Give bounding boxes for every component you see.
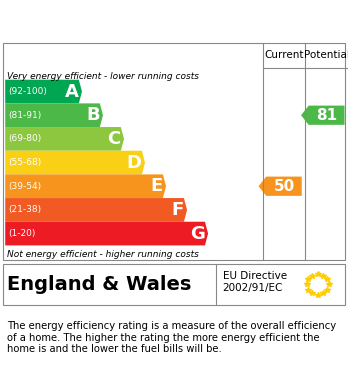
Polygon shape <box>5 80 82 103</box>
Text: B: B <box>86 106 100 124</box>
Text: (1-20): (1-20) <box>9 229 36 238</box>
Text: Potential: Potential <box>304 50 348 61</box>
Polygon shape <box>5 198 187 222</box>
Text: (55-68): (55-68) <box>9 158 42 167</box>
Polygon shape <box>5 127 124 151</box>
Text: C: C <box>107 130 120 148</box>
Text: England & Wales: England & Wales <box>7 275 191 294</box>
Text: (92-100): (92-100) <box>9 87 48 96</box>
Polygon shape <box>5 103 103 127</box>
Text: G: G <box>190 224 205 242</box>
Text: The energy efficiency rating is a measure of the overall efficiency of a home. T: The energy efficiency rating is a measur… <box>7 321 336 354</box>
Text: EU Directive
2002/91/EC: EU Directive 2002/91/EC <box>223 271 287 293</box>
Polygon shape <box>259 177 302 196</box>
Text: 81: 81 <box>316 108 337 123</box>
Text: A: A <box>65 83 79 100</box>
Polygon shape <box>301 106 345 125</box>
Text: 50: 50 <box>273 179 295 194</box>
Text: (69-80): (69-80) <box>9 135 42 143</box>
Text: E: E <box>150 177 163 195</box>
Text: Energy Efficiency Rating: Energy Efficiency Rating <box>10 11 258 30</box>
Polygon shape <box>5 222 208 246</box>
Polygon shape <box>5 174 166 198</box>
Polygon shape <box>5 151 145 174</box>
Text: Very energy efficient - lower running costs: Very energy efficient - lower running co… <box>7 72 199 81</box>
Text: (39-54): (39-54) <box>9 182 42 191</box>
Text: Not energy efficient - higher running costs: Not energy efficient - higher running co… <box>7 250 199 259</box>
Text: (21-38): (21-38) <box>9 205 42 214</box>
Text: Current: Current <box>264 50 304 61</box>
Text: D: D <box>127 154 142 172</box>
Text: (81-91): (81-91) <box>9 111 42 120</box>
Text: F: F <box>171 201 184 219</box>
